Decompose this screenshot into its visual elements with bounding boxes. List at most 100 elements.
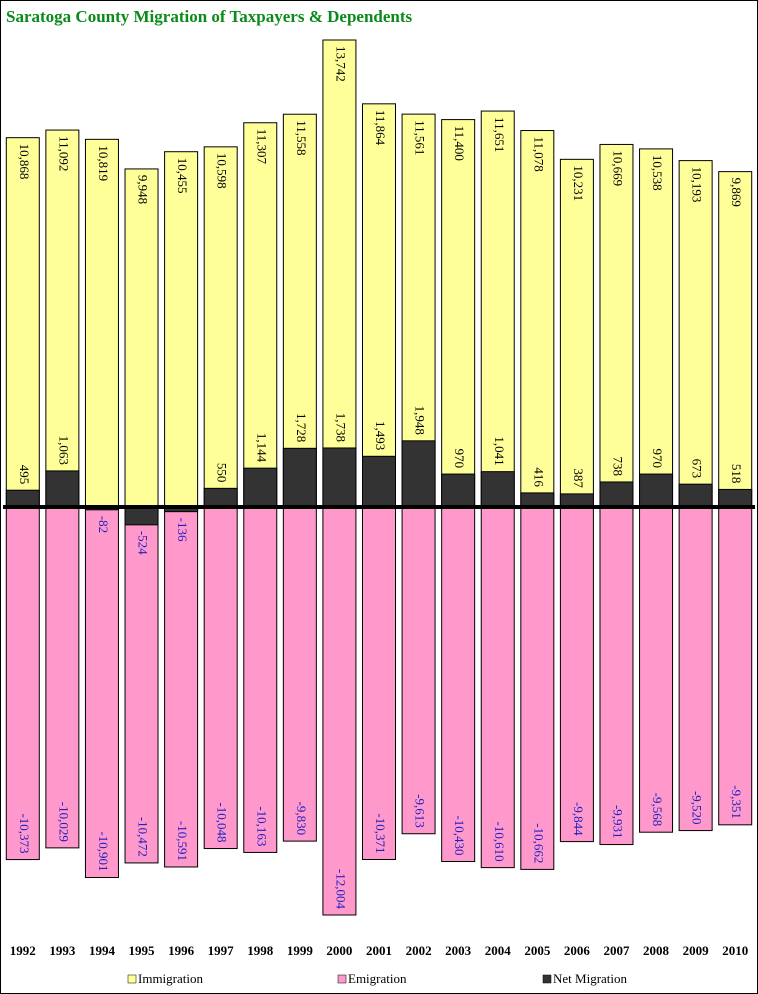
value-label: 673 xyxy=(690,459,705,479)
legend-label: Immigration xyxy=(138,971,203,986)
value-label: 1,144 xyxy=(254,433,269,463)
value-label: -524 xyxy=(136,531,151,555)
bar xyxy=(5,506,40,861)
value-label: 11,092 xyxy=(56,136,71,171)
bar xyxy=(480,110,515,508)
value-label: 970 xyxy=(650,449,665,469)
x-tick-label: 2005 xyxy=(524,943,551,958)
bar xyxy=(520,506,555,870)
bar xyxy=(243,467,278,508)
value-label: -10,373 xyxy=(17,813,32,853)
bar xyxy=(322,447,357,508)
value-label: 10,538 xyxy=(650,155,665,191)
bar xyxy=(45,129,80,508)
x-tick-label: 1994 xyxy=(89,943,116,958)
bar xyxy=(401,506,436,835)
value-label: -9,830 xyxy=(294,802,309,836)
value-label: -9,520 xyxy=(690,791,705,825)
value-label: 495 xyxy=(17,465,32,485)
bar xyxy=(322,39,357,508)
bar xyxy=(559,158,594,508)
value-label: 1,948 xyxy=(413,406,428,435)
x-tick-label: 2004 xyxy=(485,943,512,958)
x-tick-label: 1995 xyxy=(129,943,156,958)
bar xyxy=(124,506,159,526)
bar xyxy=(164,506,199,868)
x-tick-label: 2010 xyxy=(722,943,748,958)
bar xyxy=(520,492,555,508)
bar xyxy=(243,506,278,853)
value-label: 13,742 xyxy=(333,46,348,82)
x-tick-label: 1997 xyxy=(208,943,235,958)
bar xyxy=(441,506,476,863)
value-label: 11,864 xyxy=(373,110,388,146)
bar xyxy=(401,440,436,508)
x-tick-label: 1992 xyxy=(10,943,36,958)
value-label: 10,598 xyxy=(215,153,230,189)
value-label: -10,371 xyxy=(373,813,388,853)
x-tick-label: 2008 xyxy=(643,943,670,958)
x-tick-label: 1999 xyxy=(287,943,314,958)
bar xyxy=(599,506,634,846)
x-tick-label: 2009 xyxy=(683,943,710,958)
bar xyxy=(45,506,80,849)
value-label: -10,901 xyxy=(96,831,111,871)
bar xyxy=(362,506,396,861)
value-label: 10,231 xyxy=(571,165,586,201)
value-label: 10,669 xyxy=(610,150,625,186)
bar xyxy=(164,151,199,508)
value-label: 11,558 xyxy=(294,120,309,155)
value-label: 416 xyxy=(531,467,546,487)
bar xyxy=(599,481,634,508)
bar xyxy=(362,103,396,508)
value-label: 11,307 xyxy=(254,129,269,165)
value-label: 550 xyxy=(215,463,230,483)
x-tick-label: 2007 xyxy=(603,943,630,958)
value-label: 11,078 xyxy=(531,137,546,172)
x-tick-label: 1998 xyxy=(247,943,274,958)
bar xyxy=(203,506,238,850)
value-label: 1,041 xyxy=(492,436,507,465)
legend-swatch xyxy=(542,974,552,984)
value-label: -10,048 xyxy=(215,802,230,842)
value-label: 1,493 xyxy=(373,421,388,450)
bar xyxy=(639,148,674,508)
bar xyxy=(243,122,278,508)
bar xyxy=(678,483,713,508)
bar xyxy=(282,447,317,508)
bar xyxy=(520,130,555,508)
value-label: -9,931 xyxy=(610,805,625,839)
value-label: 518 xyxy=(729,464,744,484)
bar xyxy=(84,506,119,879)
bar xyxy=(678,506,713,832)
bar xyxy=(718,488,753,508)
chart-title: Saratoga County Migration of Taxpayers &… xyxy=(6,7,413,26)
x-tick-label: 1996 xyxy=(168,943,195,958)
value-label: -10,029 xyxy=(56,802,71,842)
bar xyxy=(282,113,317,508)
value-label: -10,163 xyxy=(254,806,269,846)
value-label: 10,455 xyxy=(175,158,190,194)
bar xyxy=(718,171,753,508)
x-tick-label: 2001 xyxy=(366,943,392,958)
bar xyxy=(441,473,476,508)
bar xyxy=(203,146,238,508)
legend-label: Net Migration xyxy=(553,971,628,986)
bar xyxy=(718,506,753,826)
x-tick-label: 2000 xyxy=(326,943,352,958)
x-tick-label: 1993 xyxy=(49,943,76,958)
bar xyxy=(5,489,40,508)
x-tick-label: 2006 xyxy=(564,943,591,958)
value-label: 387 xyxy=(571,468,586,488)
value-label: 1,728 xyxy=(294,413,309,442)
value-label: 10,193 xyxy=(690,167,705,203)
bar xyxy=(480,471,515,508)
value-label: -9,351 xyxy=(729,785,744,819)
legend-swatch xyxy=(337,974,347,984)
x-tick-label: 2003 xyxy=(445,943,472,958)
value-label: -136 xyxy=(175,518,190,542)
bar xyxy=(124,168,159,508)
x-tick-label: 2002 xyxy=(406,943,432,958)
value-label: 738 xyxy=(610,456,625,476)
